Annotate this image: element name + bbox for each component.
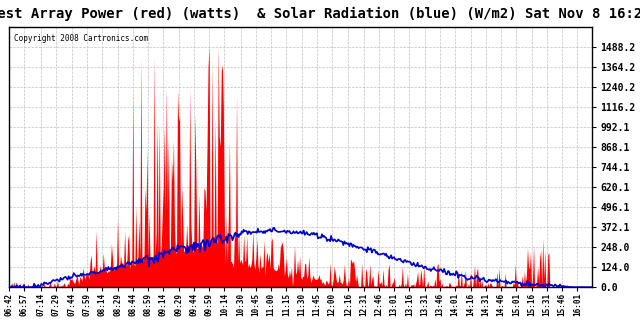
Text: Copyright 2008 Cartronics.com: Copyright 2008 Cartronics.com [15,34,148,44]
Text: West Array Power (red) (watts)  & Solar Radiation (blue) (W/m2) Sat Nov 8 16:28: West Array Power (red) (watts) & Solar R… [0,6,640,20]
